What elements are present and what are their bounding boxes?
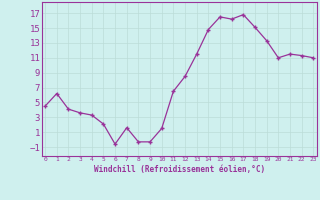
X-axis label: Windchill (Refroidissement éolien,°C): Windchill (Refroidissement éolien,°C) (94, 165, 265, 174)
